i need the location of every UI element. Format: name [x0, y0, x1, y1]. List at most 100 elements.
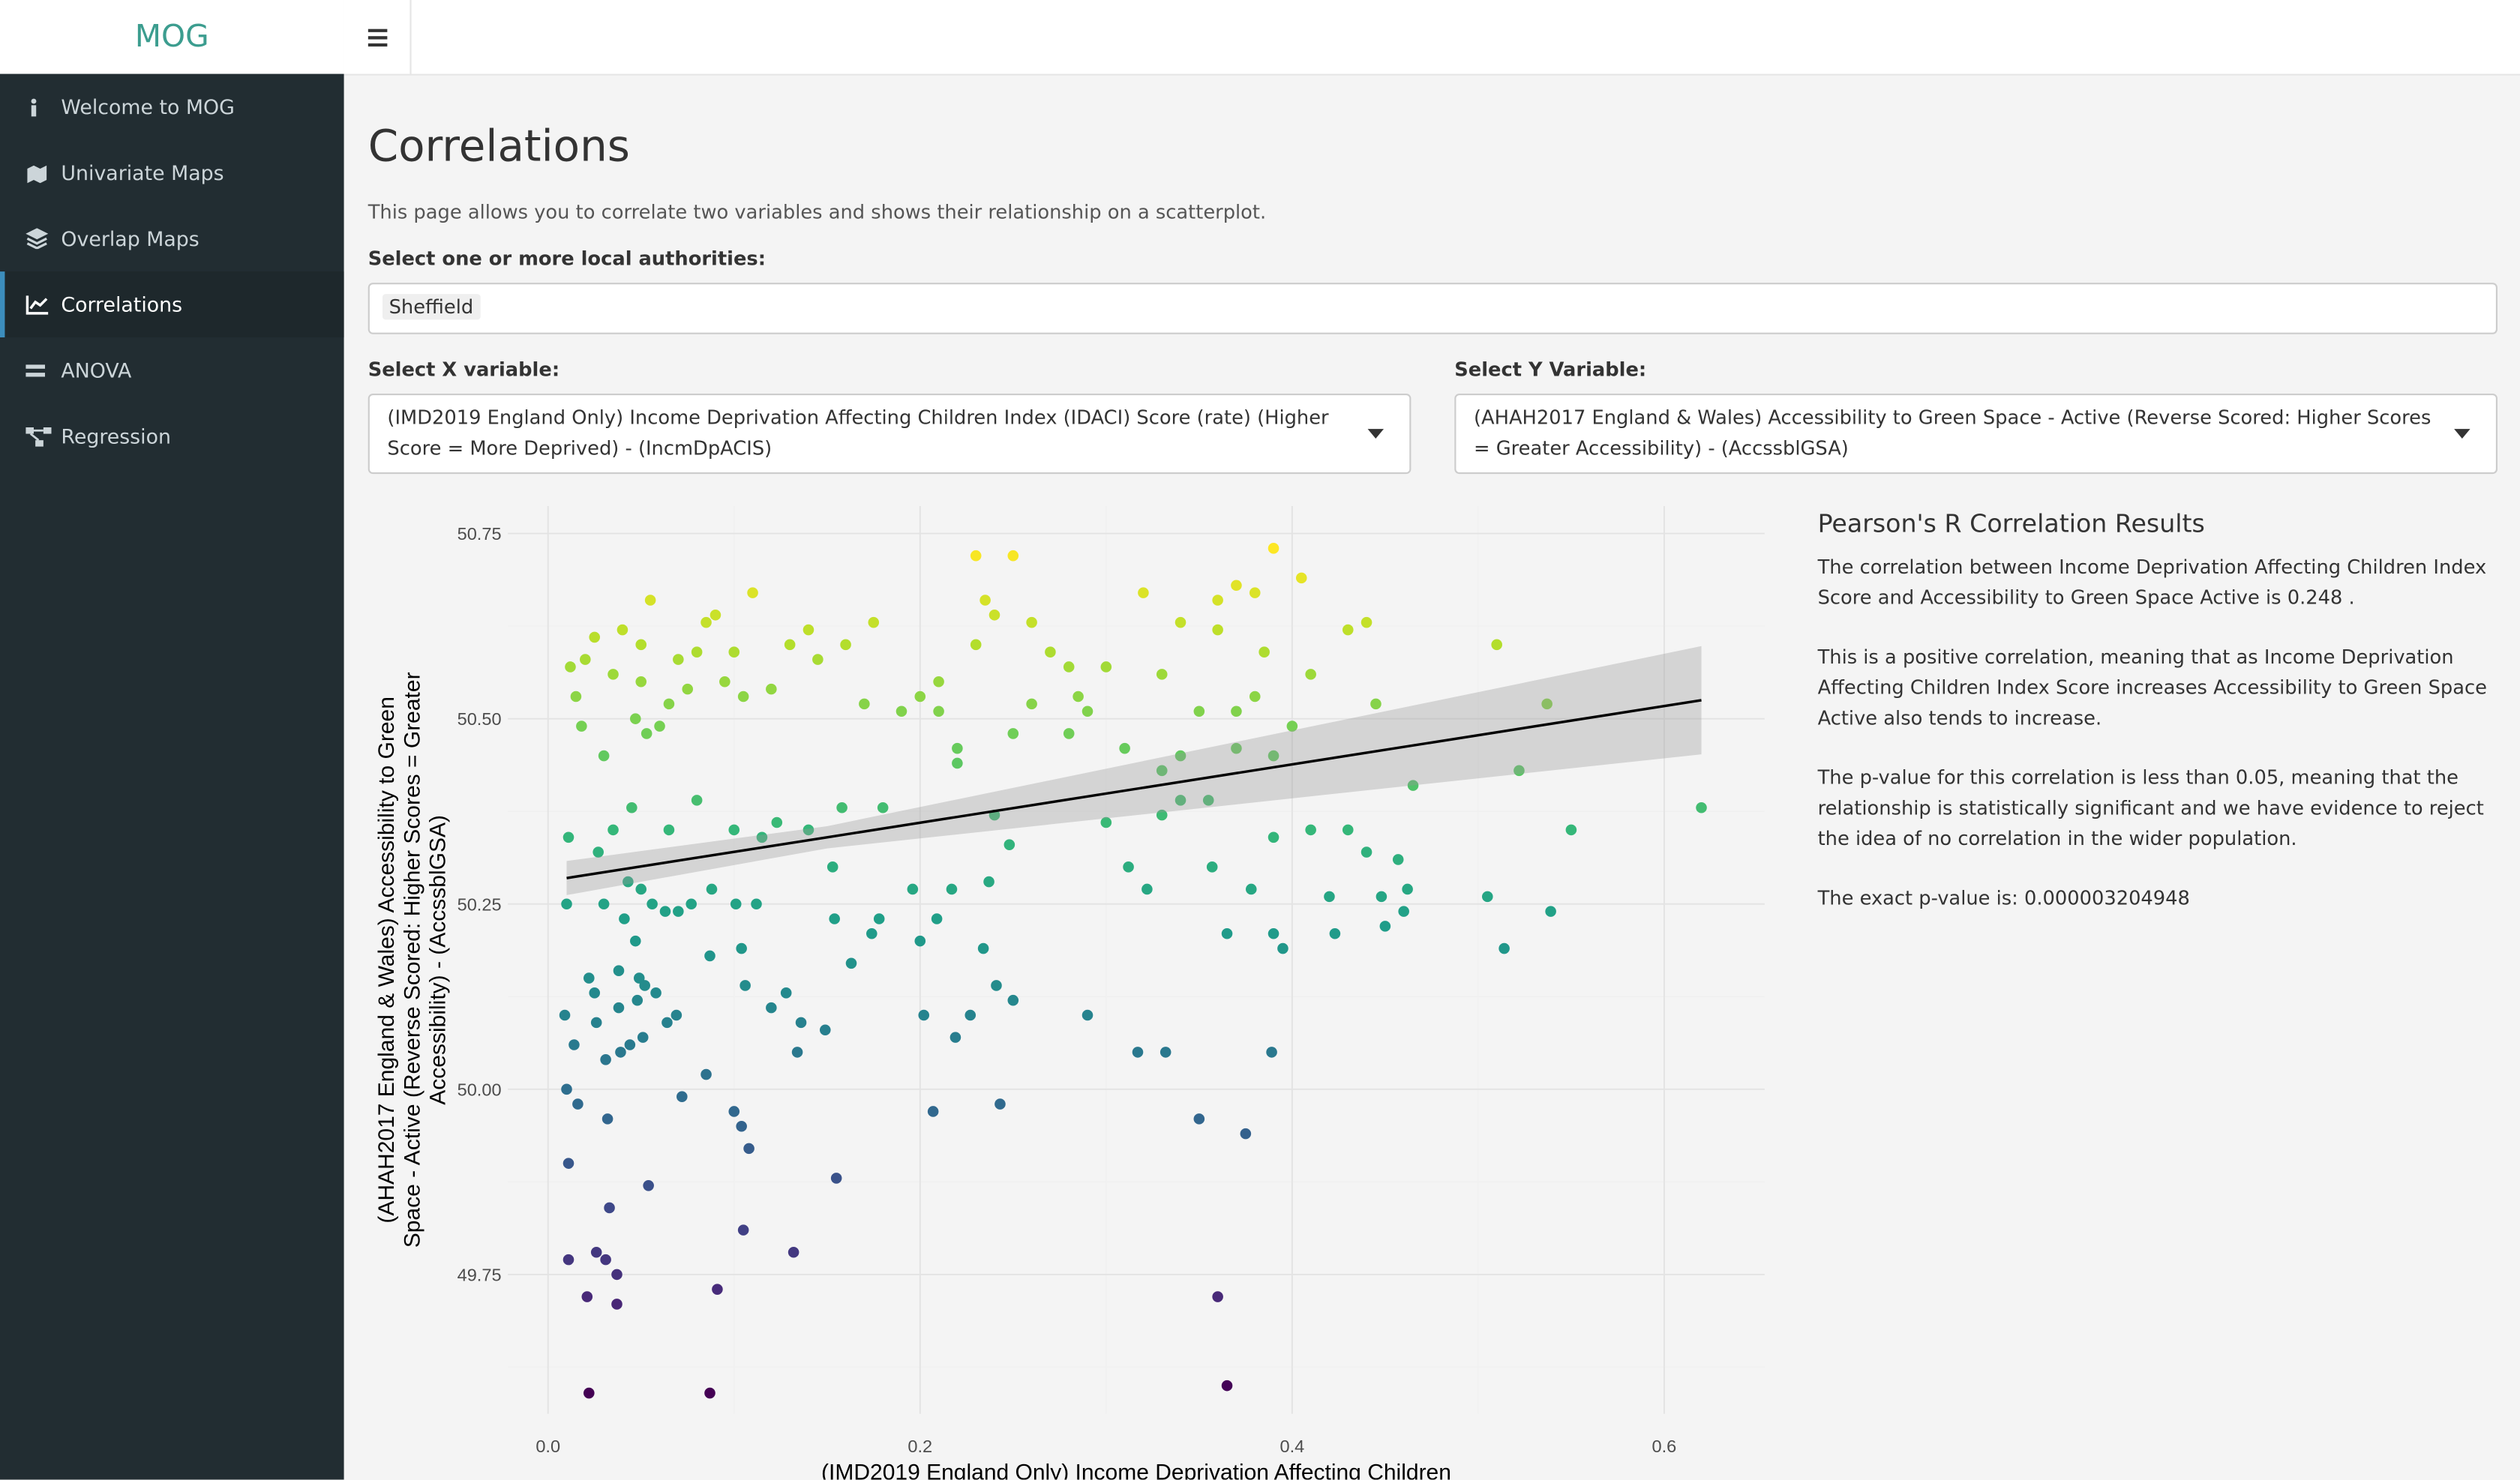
scatter-point [983, 876, 994, 888]
menu-label[interactable]: Correlations [61, 292, 183, 317]
authority-tag[interactable]: Sheffield [382, 294, 480, 320]
scatter-point [663, 824, 675, 836]
scatter-point [600, 1054, 611, 1065]
scatter-point [946, 883, 958, 895]
scatter-point [1193, 706, 1205, 718]
x-variable-select[interactable]: (IMD2019 England Only) Income Deprivatio… [368, 394, 1412, 475]
results-paragraph: The p-value for this correlation is less… [1817, 766, 2484, 850]
scatter-point [1379, 921, 1391, 932]
scatter-point [877, 801, 889, 813]
scatter-point [1142, 883, 1153, 895]
y-variable-select[interactable]: (AHAH2017 England & Wales) Accessibility… [1454, 394, 2498, 475]
scatter-point [1231, 706, 1242, 718]
menu-item[interactable]: Regression [0, 403, 344, 469]
authority-input[interactable]: Sheffield [368, 283, 2498, 334]
scatter-point [756, 831, 768, 843]
scatter-point [626, 801, 638, 813]
y-axis-title-line: Accessibility) - (AccssblGSA) [426, 815, 451, 1105]
x-axis-title: (IMD2019 England Only) Income Deprivatio… [821, 1461, 1451, 1480]
scatter-point [907, 883, 919, 895]
scatter-point [1541, 698, 1552, 710]
x-variable-value[interactable]: (IMD2019 England Only) Income Deprivatio… [387, 406, 1329, 460]
menu-item[interactable]: Welcome to MOG [0, 74, 344, 140]
menu-label[interactable]: Welcome to MOG [61, 94, 235, 119]
brand[interactable]: MOG [0, 0, 344, 76]
scatter-point [619, 913, 630, 924]
scatter-point [780, 987, 792, 999]
scatter-point [1482, 891, 1493, 903]
scatter-point [1392, 854, 1404, 865]
scatter-point [635, 676, 647, 688]
scatter-point [650, 987, 662, 999]
scatter-point [635, 639, 647, 651]
scatter-point [1063, 661, 1075, 673]
icon [26, 426, 52, 446]
scatter-point [1398, 906, 1409, 917]
scatter-point [1370, 698, 1382, 710]
scatter-point [1026, 616, 1037, 628]
scatter-point [562, 831, 574, 843]
scatter-point [598, 898, 610, 910]
icon [26, 295, 49, 314]
menu-label[interactable]: Regression [61, 424, 171, 448]
scatter-point [670, 1009, 682, 1021]
hamburger-icon[interactable] [367, 28, 387, 46]
menu-label[interactable]: Univariate Maps [61, 160, 224, 185]
dropdown-caret[interactable] [1367, 429, 1384, 439]
menu-item[interactable]: Overlap Maps [0, 205, 344, 271]
scatter-point [766, 1002, 777, 1014]
scatter-point [970, 639, 982, 651]
scatter-point [1221, 1380, 1233, 1392]
scatter-point [1100, 661, 1112, 673]
scatter-point [820, 1024, 831, 1036]
y-tick-label: 49.75 [458, 1265, 502, 1284]
dropdown-caret[interactable] [2454, 429, 2470, 439]
menu-item-active[interactable]: Correlations [0, 271, 344, 337]
scatter-point [637, 1032, 649, 1043]
scatter-point [561, 1083, 572, 1095]
scatter-point [1193, 1113, 1205, 1125]
scatter-point [927, 1106, 939, 1117]
scatter-point [1268, 927, 1280, 939]
scatter-point [562, 1158, 574, 1169]
scatter-point [1026, 698, 1037, 710]
scatter-point [826, 861, 838, 873]
menu-item[interactable]: ANOVA [0, 337, 344, 403]
y-tick-label: 50.25 [458, 894, 502, 914]
icon [26, 228, 49, 250]
scatter-point [1123, 861, 1134, 873]
scatter-point [1245, 883, 1257, 895]
y-variable-value[interactable]: (AHAH2017 England & Wales) Accessibility… [1473, 406, 2432, 460]
scatter-point [1206, 861, 1218, 873]
menu-label[interactable]: Overlap Maps [61, 226, 200, 251]
scatter-point [736, 942, 747, 954]
y-axis-title-line: (AHAH2017 England & Wales) Accessibility… [374, 697, 399, 1224]
scatter-point [728, 824, 740, 836]
scatter-point [592, 846, 604, 858]
scatter-point [643, 1180, 654, 1191]
scatter-point [611, 1269, 622, 1281]
scatter-point [933, 706, 944, 718]
scatter-point [873, 913, 885, 924]
scatter-point [676, 1091, 688, 1102]
scatter-point [691, 795, 703, 806]
scatter-point [1063, 728, 1075, 739]
scatter-point [1342, 624, 1354, 636]
menu-label[interactable]: ANOVA [61, 358, 132, 382]
scatter-point [1072, 691, 1084, 703]
scatter-point [662, 1017, 673, 1029]
scatter-point [1329, 927, 1341, 939]
scatter-point [589, 631, 601, 643]
scatter-point [736, 1120, 747, 1132]
x-variable-label: Select X variable: [368, 358, 560, 381]
menu-toggle[interactable] [344, 0, 412, 74]
scatter-point [1240, 1128, 1252, 1140]
scatter-point [570, 691, 582, 703]
brand-text[interactable]: MOG [134, 19, 209, 55]
scatter-point [747, 587, 758, 598]
x-tick-label: 0.4 [1280, 1437, 1304, 1456]
scatter-point [771, 816, 783, 828]
menu-item[interactable]: Univariate Maps [0, 139, 344, 205]
scatter-point [994, 1098, 1006, 1110]
scatter-point [751, 898, 762, 910]
